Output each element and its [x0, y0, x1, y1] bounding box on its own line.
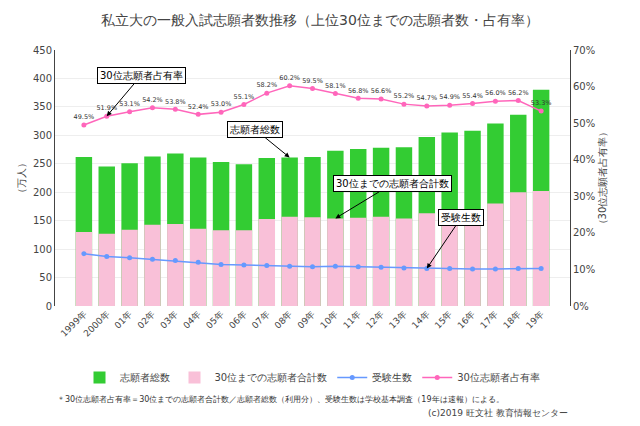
svg-text:10年: 10年 — [318, 309, 340, 331]
svg-text:16年: 16年 — [456, 309, 478, 331]
svg-text:60.2%: 60.2% — [279, 74, 300, 82]
svg-text:（万人）: （万人） — [16, 158, 27, 198]
svg-text:58.1%: 58.1% — [325, 82, 346, 90]
svg-text:03年: 03年 — [158, 309, 180, 331]
svg-text:56.8%: 56.8% — [348, 87, 369, 95]
svg-text:51.9%: 51.9% — [96, 104, 117, 112]
svg-text:59.5%: 59.5% — [302, 77, 323, 85]
svg-text:11年: 11年 — [341, 309, 363, 331]
svg-text:10%: 10% — [573, 264, 595, 275]
svg-text:19年: 19年 — [524, 309, 546, 331]
svg-text:400: 400 — [33, 73, 52, 84]
svg-text:70%: 70% — [573, 45, 595, 56]
svg-text:17年: 17年 — [478, 309, 500, 331]
svg-text:志願者総数: 志願者総数 — [230, 124, 280, 135]
svg-text:55.1%: 55.1% — [234, 93, 255, 101]
svg-text:12年: 12年 — [364, 309, 386, 331]
svg-text:＊30位志願者占有率＝30位までの志願者合計数／志願者総数（: ＊30位志願者占有率＝30位までの志願者合計数／志願者総数（利用分）、受験生数は… — [57, 395, 504, 404]
svg-text:55.2%: 55.2% — [394, 92, 415, 100]
svg-text:1999年: 1999年 — [59, 309, 89, 339]
svg-text:350: 350 — [33, 101, 52, 112]
svg-text:01年: 01年 — [113, 309, 135, 331]
svg-text:30位志願者占有率: 30位志願者占有率 — [100, 70, 183, 81]
svg-text:0%: 0% — [573, 301, 589, 312]
svg-text:56.0%: 56.0% — [485, 89, 506, 97]
svg-text:56.2%: 56.2% — [508, 89, 529, 97]
svg-text:50%: 50% — [573, 118, 595, 129]
svg-text:150: 150 — [33, 215, 52, 226]
svg-text:08年: 08年 — [273, 309, 295, 331]
svg-text:50: 50 — [39, 272, 52, 283]
svg-text:受験生数: 受験生数 — [441, 212, 481, 223]
svg-text:06年: 06年 — [227, 309, 249, 331]
svg-text:53.3%: 53.3% — [531, 99, 552, 107]
svg-text:30%: 30% — [573, 191, 595, 202]
svg-text:52.4%: 52.4% — [188, 103, 209, 111]
svg-text:（30位志願者占有率）: （30位志願者占有率） — [597, 127, 608, 230]
svg-text:30位までの志願者合計数: 30位までの志願者合計数 — [336, 178, 449, 189]
svg-text:60%: 60% — [573, 81, 595, 92]
svg-text:53.0%: 53.0% — [211, 100, 232, 108]
svg-text:受験生数: 受験生数 — [372, 372, 412, 383]
svg-text:(c)2019 旺文社 教育情報センター: (c)2019 旺文社 教育情報センター — [428, 408, 568, 418]
svg-text:09年: 09年 — [296, 309, 318, 331]
svg-text:04年: 04年 — [181, 309, 203, 331]
svg-text:58.2%: 58.2% — [256, 81, 277, 89]
svg-text:55.4%: 55.4% — [462, 92, 483, 100]
svg-text:56.6%: 56.6% — [371, 87, 392, 95]
svg-text:私立大の一般入試志願者数推移（上位30位までの志願者数・占有: 私立大の一般入試志願者数推移（上位30位までの志願者数・占有率） — [101, 12, 539, 28]
svg-text:450: 450 — [33, 45, 52, 56]
svg-text:15年: 15年 — [433, 309, 455, 331]
svg-text:49.5%: 49.5% — [74, 113, 95, 121]
svg-text:05年: 05年 — [204, 309, 226, 331]
svg-text:40%: 40% — [573, 154, 595, 165]
svg-text:07年: 07年 — [250, 309, 272, 331]
svg-text:2000年: 2000年 — [82, 309, 112, 339]
svg-text:200: 200 — [33, 187, 52, 198]
svg-text:13年: 13年 — [387, 309, 409, 331]
svg-text:250: 250 — [33, 158, 52, 169]
svg-text:30位志願者占有率: 30位志願者占有率 — [457, 372, 540, 383]
svg-text:54.7%: 54.7% — [416, 94, 437, 102]
svg-text:14年: 14年 — [410, 309, 432, 331]
svg-text:0: 0 — [46, 301, 52, 312]
svg-text:志願者総数: 志願者総数 — [120, 372, 170, 383]
svg-text:18年: 18年 — [501, 309, 523, 331]
svg-text:02年: 02年 — [136, 309, 158, 331]
svg-text:54.9%: 54.9% — [439, 93, 460, 101]
svg-text:100: 100 — [33, 244, 52, 255]
svg-text:53.8%: 53.8% — [165, 98, 186, 106]
svg-text:30位までの志願者合計数: 30位までの志願者合計数 — [215, 372, 328, 383]
svg-text:300: 300 — [33, 130, 52, 141]
svg-text:54.2%: 54.2% — [142, 96, 163, 104]
svg-text:53.1%: 53.1% — [119, 100, 140, 108]
svg-text:20%: 20% — [573, 227, 595, 238]
